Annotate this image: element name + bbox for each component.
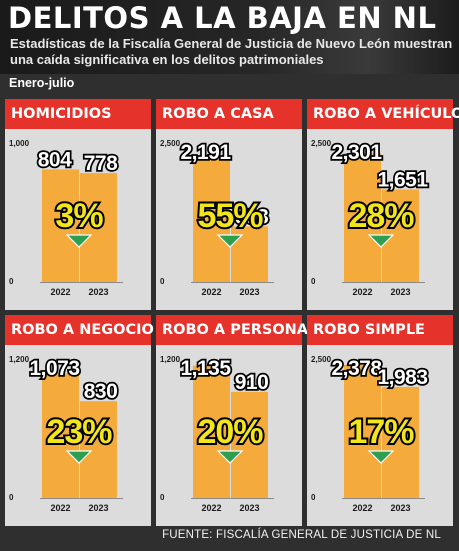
category-label: 2022 [201,287,221,297]
y-tick-label: 0 [160,277,165,286]
category-label: 2022 [50,503,70,513]
value-label: 2,191 [180,141,231,164]
period-label: Enero-julio [9,76,75,90]
category-label: 2023 [390,287,410,297]
page-title: DELITOS A LA BAJA EN NL [8,1,437,35]
y-tick-label: 0 [311,277,316,286]
value-label: 1,073 [29,357,79,380]
bar-2022 [193,159,230,282]
down-arrow-icon [65,234,93,248]
change-percent: 3% [55,197,103,235]
value-label: 830 [84,380,118,403]
down-arrow-icon [216,234,244,248]
change-percent: 20% [197,413,263,451]
chart-panel: ROBO A NEGOCIO 0 1,200 1,073 2022 830 2023 23% [5,315,154,526]
chart-title: ROBO A CASA [156,99,302,129]
change-percent: 28% [348,197,414,235]
chart-panel: ROBO A PERSONA 0 1,200 1,135 2022 910 2023 20% [156,315,308,526]
bar-2022 [42,372,79,498]
header: DELITOS A LA BAJA EN NL Estadísticas de … [0,0,459,74]
category-label: 2022 [352,287,372,297]
value-label: 2,301 [331,141,382,164]
source-note: FUENTE: FISCALÍA GENERAL DE JUSTICIA DE … [162,529,441,541]
category-label: 2023 [88,287,108,297]
chart-panel: ROBO A VEHÍCULO 0 2,500 2,301 2022 1,651 2023 2… [307,99,459,310]
value-label: 1,135 [180,357,231,380]
change-percent: 55% [197,197,263,235]
chart-panel: HOMICIDIOS 0 1,000 804 2022 778 2023 3% [5,99,151,310]
value-label: 778 [84,152,118,175]
bar-chart: 0 1,200 1,135 2022 910 2023 20% [160,355,274,513]
y-tick-label: 0 [9,277,14,286]
down-arrow-icon [216,450,244,464]
chart-title: HOMICIDIOS [5,99,151,129]
down-arrow-icon [367,234,395,248]
bar-2022 [344,364,381,498]
chart-title: ROBO A NEGOCIO [5,315,154,345]
category-label: 2023 [239,503,259,513]
value-label: 1,651 [377,169,428,192]
bar-2023 [80,173,117,282]
bar-2022 [42,169,79,282]
value-label: 993 [235,205,269,228]
category-label: 2022 [201,503,221,513]
chart-title: ROBO A PERSONA [156,315,308,345]
y-tick-label: 2,500 [311,355,332,364]
value-label: 2,378 [331,357,382,380]
category-label: 2022 [50,287,70,297]
bar-chart: 0 1,000 804 2022 778 2023 3% [9,139,123,297]
y-tick-label: 1,200 [160,355,181,364]
y-tick-label: 2,500 [311,139,332,148]
y-tick-label: 0 [160,493,165,502]
down-arrow-icon [65,450,93,464]
chart-panel: ROBO SIMPLE 0 2,500 2,378 2022 1,983 2023 17% [307,315,453,526]
category-label: 2023 [390,503,410,513]
category-label: 2023 [239,287,259,297]
bar-2022 [344,153,381,282]
y-tick-label: 1,200 [9,355,30,364]
bar-2023 [231,391,268,498]
value-label: 910 [235,371,269,394]
y-tick-label: 0 [311,493,316,502]
y-tick-label: 1,000 [9,139,30,148]
change-percent: 17% [348,413,414,451]
bar-chart: 0 2,500 2,191 2022 993 2023 55% [160,139,274,297]
chart-title: ROBO SIMPLE [307,315,453,345]
chart-panel: ROBO A CASA 0 2,500 2,191 2022 993 2023 55% [156,99,302,310]
bar-chart: 0 2,500 2,378 2022 1,983 2023 17% [311,355,430,513]
bar-2023 [80,401,117,498]
bar-2022 [193,365,230,498]
value-label: 804 [38,148,72,171]
chart-title: ROBO A VEHÍCULO [307,99,459,129]
bar-2023 [382,386,419,498]
category-label: 2023 [88,503,108,513]
bar-chart: 0 2,500 2,301 2022 1,651 2023 28% [311,139,431,297]
down-arrow-icon [367,450,395,464]
y-tick-label: 0 [9,493,14,502]
page-subtitle: Estadísticas de la Fiscalía General de J… [10,36,453,67]
category-label: 2022 [352,503,372,513]
change-percent: 23% [46,413,112,451]
bar-chart: 0 1,200 1,073 2022 830 2023 23% [9,355,123,513]
y-tick-label: 2,500 [160,139,181,148]
value-label: 1,983 [377,366,427,389]
